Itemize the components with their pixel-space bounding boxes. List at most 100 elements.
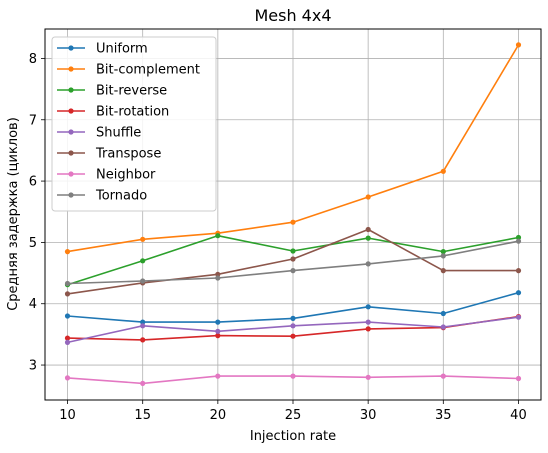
data-point-transpose	[215, 271, 221, 277]
data-point-neighbor	[140, 380, 146, 386]
y-tick-label: 8	[29, 52, 37, 67]
data-point-shuffle	[140, 323, 146, 329]
data-point-bit-complement	[515, 42, 522, 48]
x-tick-label: 30	[360, 408, 377, 423]
x-tick-label: 10	[59, 408, 76, 423]
data-point-bit-complement	[290, 219, 296, 225]
x-tick-label: 25	[285, 408, 302, 423]
y-axis-label: Средняя задержка (циклов)	[6, 117, 21, 311]
y-tick-label: 5	[29, 236, 37, 251]
legend-label: Neighbor	[96, 168, 156, 183]
x-tick-label: 15	[134, 408, 151, 423]
legend-label: Bit-complement	[96, 63, 200, 78]
series-shuffle	[64, 314, 522, 345]
data-point-bit-reverse	[215, 233, 221, 239]
data-point-neighbor	[440, 373, 446, 379]
data-point-bit-rotation	[140, 337, 146, 343]
data-point-transpose	[440, 268, 446, 274]
data-point-shuffle	[365, 319, 371, 325]
data-point-neighbor	[515, 375, 522, 382]
data-point-bit-rotation	[215, 333, 221, 339]
data-point-bit-complement	[64, 249, 71, 255]
data-point-transpose	[64, 291, 71, 297]
ticks-layer: 10 15 20 25 30 35 40 3 4 5 6 7 8	[29, 52, 527, 423]
legend-item-bit-complement: Bit-complement	[57, 63, 200, 78]
data-point-tornado	[440, 253, 446, 259]
series-layer	[64, 42, 522, 386]
legend-label: Tornado	[95, 189, 147, 204]
y-tick-label: 3	[29, 359, 37, 374]
data-point-uniform	[290, 315, 296, 321]
series-neighbor	[64, 373, 522, 386]
data-point-neighbor	[64, 375, 71, 381]
legend-swatch-marker	[68, 87, 74, 93]
legend-swatch-marker	[68, 171, 74, 177]
data-point-bit-complement	[365, 194, 371, 200]
data-point-tornado	[64, 280, 71, 287]
x-axis-label: Injection rate	[250, 429, 336, 444]
data-point-tornado	[140, 278, 146, 284]
data-point-shuffle	[440, 324, 446, 330]
data-point-uniform	[440, 310, 446, 317]
data-point-tornado	[215, 275, 221, 281]
data-point-tornado	[365, 261, 371, 267]
data-point-bit-complement	[440, 168, 446, 174]
data-point-neighbor	[215, 373, 221, 379]
data-point-transpose	[290, 256, 296, 262]
legend-item-shuffle: Shuffle	[57, 126, 141, 141]
legend-item-transpose: Transpose	[57, 147, 161, 162]
data-point-neighbor	[365, 374, 371, 380]
data-point-bit-rotation	[64, 335, 71, 341]
legend-swatch-marker	[68, 192, 74, 198]
series-bit-complement	[64, 42, 522, 255]
series-tornado	[64, 238, 522, 287]
legend-label: Bit-reverse	[96, 84, 167, 99]
data-point-bit-reverse	[440, 249, 446, 255]
legend-swatch-marker	[68, 66, 74, 72]
legend-label: Bit-rotation	[96, 105, 169, 120]
legend-item-neighbor: Neighbor	[57, 168, 156, 183]
data-point-tornado	[290, 268, 296, 274]
legend-swatch-marker	[68, 45, 74, 51]
data-point-bit-reverse	[515, 234, 522, 241]
legend-item-uniform: Uniform	[57, 42, 148, 57]
x-tick-label: 40	[510, 408, 527, 423]
x-tick-label: 35	[435, 408, 452, 423]
y-tick-label: 7	[29, 113, 37, 128]
data-point-neighbor	[290, 373, 296, 379]
legend-item-bit-reverse: Bit-reverse	[57, 84, 167, 99]
data-point-bit-reverse	[290, 248, 296, 254]
legend-label: Shuffle	[96, 126, 141, 141]
data-point-uniform	[365, 304, 371, 310]
data-point-uniform	[140, 319, 146, 325]
y-tick-label: 4	[29, 297, 37, 312]
data-point-bit-complement	[140, 236, 146, 242]
legend-frame	[51, 36, 217, 212]
legend-swatch-marker	[68, 129, 74, 135]
data-point-bit-reverse	[365, 235, 371, 241]
data-point-shuffle	[515, 314, 522, 320]
legend-item-bit-rotation: Bit-rotation	[57, 105, 169, 120]
series-uniform	[64, 290, 522, 325]
chart-title: Mesh 4x4	[254, 6, 331, 25]
data-point-uniform	[515, 290, 522, 296]
x-tick-label: 20	[210, 408, 227, 423]
data-point-transpose	[515, 268, 522, 274]
data-point-tornado	[515, 238, 522, 244]
data-point-uniform	[215, 319, 221, 325]
legend: Uniform Bit-complement Bit-reverse Bit-rota…	[51, 36, 217, 212]
data-point-shuffle	[64, 339, 71, 345]
legend-label: Transpose	[95, 147, 161, 162]
data-point-shuffle	[215, 328, 221, 334]
data-point-bit-rotation	[365, 326, 371, 332]
legend-swatch-marker	[68, 108, 74, 114]
data-point-bit-reverse	[140, 258, 146, 264]
y-tick-label: 6	[29, 175, 37, 190]
legend-swatch-marker	[68, 150, 74, 156]
data-point-shuffle	[290, 323, 296, 329]
legend-item-tornado: Tornado	[57, 189, 147, 204]
data-point-uniform	[64, 313, 71, 319]
data-point-transpose	[365, 226, 371, 233]
